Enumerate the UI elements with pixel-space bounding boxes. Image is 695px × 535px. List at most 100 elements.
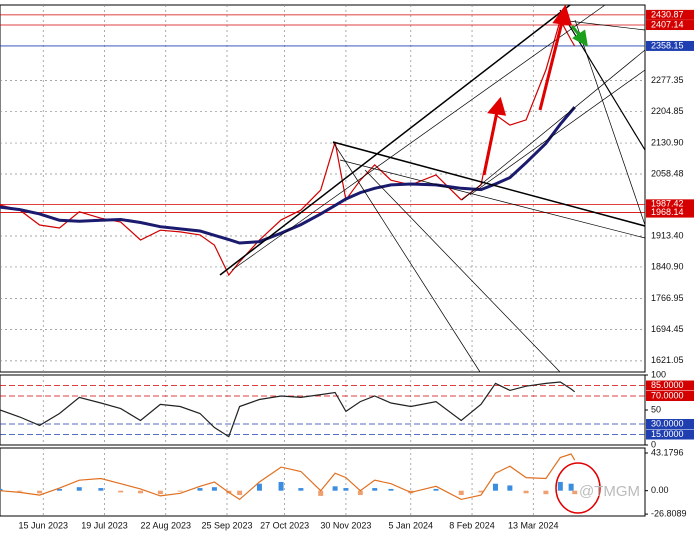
y-tick-label: 2204.85 (651, 106, 684, 116)
histogram-bar (318, 490, 324, 496)
histogram-bar (572, 490, 578, 495)
trend-line (559, 9, 646, 151)
histogram-bar (492, 483, 498, 491)
trend-line (461, 49, 646, 201)
histogram-bar (177, 490, 183, 492)
arrow-head (552, 4, 573, 26)
x-tick-label: 22 Aug 2023 (140, 520, 191, 530)
histogram-bar (157, 490, 163, 495)
histogram-bar (98, 488, 104, 491)
y-tick-label: 0 (651, 439, 656, 449)
histogram-bar (0, 488, 3, 491)
y-tick-label: 1840.90 (651, 261, 684, 271)
y-tick-label: 1694.45 (651, 324, 684, 334)
arrow (482, 111, 499, 176)
series-line (0, 381, 576, 438)
level-label: 30.0000 (651, 418, 684, 428)
y-tick-label: 2058.48 (651, 168, 684, 178)
histogram-bar (357, 490, 363, 496)
panel-frame (0, 447, 646, 517)
y-tick-label: 2130.90 (651, 137, 684, 147)
level-label: 2407.14 (651, 19, 684, 29)
level-label-box (646, 429, 694, 440)
level-label-box (646, 9, 694, 20)
trend-line (559, 19, 646, 31)
histogram-bar (237, 490, 243, 496)
level-label: 15.0000 (651, 429, 684, 439)
arrow-green (570, 25, 588, 47)
series-line (0, 106, 576, 245)
trend-line (332, 141, 646, 227)
level-label: 2430.87 (651, 9, 684, 19)
level-label-box (646, 380, 694, 391)
histogram-bar (478, 490, 484, 493)
level-label: 1987.42 (651, 199, 684, 209)
trend-line (469, 69, 646, 196)
watermark: @TMGM (579, 483, 640, 500)
y-tick-label: 2277.35 (651, 75, 684, 85)
trend-line (231, 4, 606, 271)
histogram-bar (56, 488, 62, 491)
level-label: 70.0000 (651, 390, 684, 400)
y-tick-label: 50 (651, 404, 661, 414)
arrows (482, 4, 573, 176)
histogram-bar (278, 481, 284, 491)
x-tick-label: 15 Jun 2023 (18, 520, 68, 530)
histogram-bar (543, 490, 549, 495)
histogram-bar (118, 490, 124, 493)
panel-frame (0, 4, 646, 373)
plot-layer (0, 4, 648, 517)
y-tick-label: 1913.40 (651, 230, 684, 240)
histogram-bar (197, 488, 203, 491)
y-tick-label: -26.8089 (651, 508, 687, 518)
x-tick-label: 8 Feb 2024 (449, 520, 495, 530)
x-tick-label: 19 Jul 2023 (81, 520, 128, 530)
histogram-bar (388, 488, 394, 491)
histogram-bar (332, 486, 338, 491)
x-tick-label: 5 Jan 2024 (389, 520, 434, 530)
trend-line (364, 169, 561, 373)
level-label-box (646, 207, 694, 218)
level-label-box (646, 20, 694, 31)
level-label: 85.0000 (651, 380, 684, 390)
arrow-head (487, 96, 507, 116)
histogram-bar (256, 483, 262, 491)
arrow (538, 21, 564, 111)
histogram-bar (298, 488, 304, 491)
trend-line (339, 159, 646, 239)
histogram-bar (343, 488, 349, 491)
y-tick-label: 0.00 (651, 485, 669, 495)
y-tick-label: 43.1796 (651, 447, 684, 457)
x-tick-label: 13 Mar 2024 (508, 520, 559, 530)
histogram-bar (211, 487, 217, 491)
arrow-head (572, 29, 588, 47)
x-tick-label: 25 Sep 2023 (201, 520, 252, 530)
histogram-bar (37, 490, 43, 494)
trend-line (332, 141, 481, 373)
level-label-box (646, 40, 694, 51)
histogram-bar (458, 490, 464, 496)
histogram-bar (17, 490, 23, 492)
histogram-bar (507, 485, 513, 491)
trend-line (219, 4, 571, 276)
histogram-bar (372, 488, 378, 491)
level-label-box (646, 199, 694, 210)
trend-line (574, 19, 646, 226)
y-tick-label: 100 (651, 369, 666, 379)
histogram-bar (433, 488, 439, 491)
highlight-circle (555, 462, 601, 514)
histogram-bar (523, 490, 529, 494)
y-tick-label: 1621.05 (651, 355, 684, 365)
level-label-box (646, 391, 694, 401)
series-line (0, 453, 576, 501)
level-label-box (646, 419, 694, 429)
x-tick-label: 30 Nov 2023 (320, 520, 371, 530)
x-tick-label: 27 Oct 2023 (260, 520, 309, 530)
histogram-bar (568, 483, 574, 491)
trend-lines (219, 4, 646, 373)
histogram-bar (557, 481, 563, 491)
y-tick-label: 1766.95 (651, 293, 684, 303)
level-label: 1968.14 (651, 207, 684, 217)
histogram-bar (138, 490, 144, 494)
